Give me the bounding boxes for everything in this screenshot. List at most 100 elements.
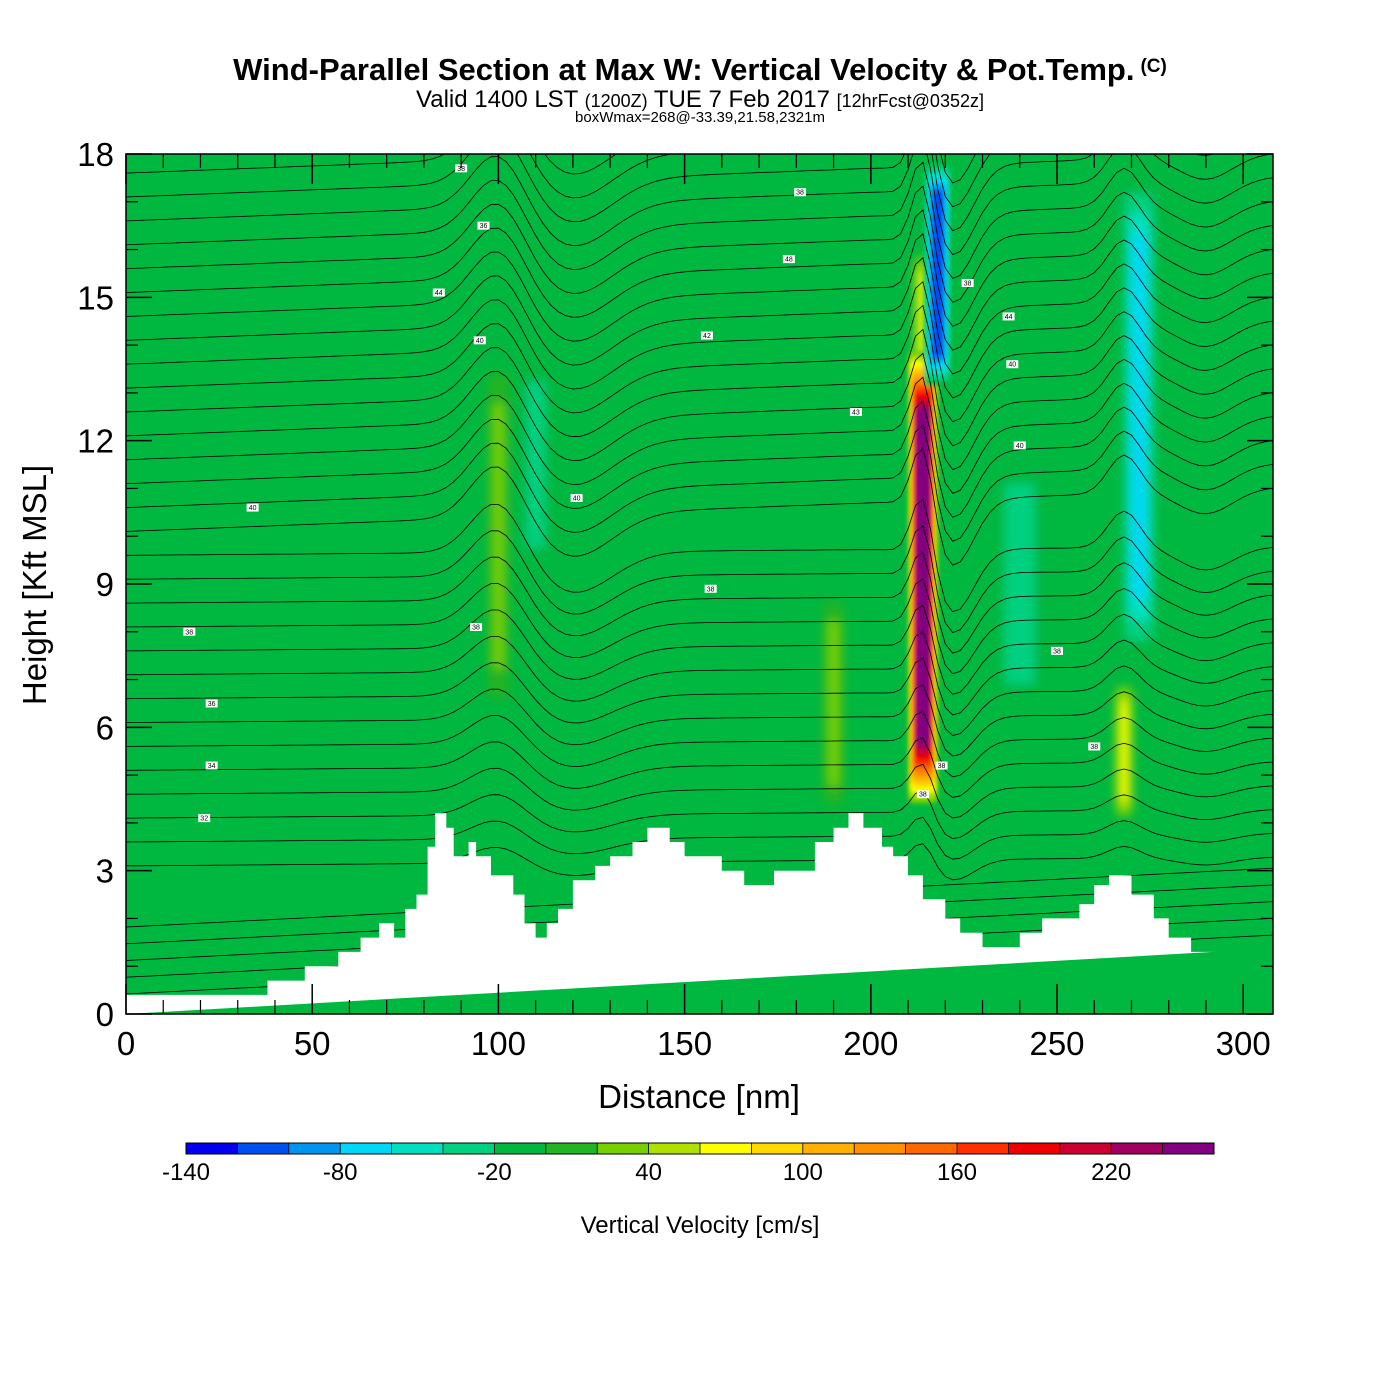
y-tick-label: 12 xyxy=(77,423,114,460)
isentrope-line xyxy=(126,257,1273,375)
isentrope-line xyxy=(126,376,1273,494)
isentrope-line xyxy=(126,400,1273,518)
isentrope-line xyxy=(126,631,1273,716)
valid-date: TUE 7 Feb 2017 xyxy=(653,86,830,113)
isentrope-label-bg xyxy=(205,699,218,708)
isentrope-label-bg xyxy=(782,255,795,264)
isentrope-label: 38 xyxy=(964,281,972,288)
colorbar-segment xyxy=(186,1143,238,1154)
isentrope-line xyxy=(126,657,1273,736)
isentrope-label: 44 xyxy=(1005,314,1013,321)
x-tick-label: 200 xyxy=(843,1025,898,1062)
isentrope-label-bg xyxy=(473,336,486,345)
isentrope-label-bg xyxy=(1006,360,1019,369)
isentrope-label-bg xyxy=(1002,312,1015,321)
x-tick-label: 0 xyxy=(117,1025,135,1062)
colorbar-segment xyxy=(854,1143,907,1154)
isentrope-label: 40 xyxy=(1016,443,1024,450)
valid-time-utc: (1200Z) xyxy=(584,91,648,111)
isentrope-label: 40 xyxy=(1008,362,1016,369)
potential-temperature-contours: 38 36 38 44 48 40 42 43 38 44 40 40 40 40 38 38 38 38 36 38… xyxy=(126,154,1273,995)
copyright-mark: (C) xyxy=(1140,56,1167,77)
x-tick-label: 300 xyxy=(1216,1025,1271,1062)
isentrope-line xyxy=(126,352,1273,471)
isentrope-label: 48 xyxy=(785,257,793,264)
chart-subtitle: Valid 1400 LST (1200Z) TUE 7 Feb 2017 [1… xyxy=(0,86,1400,114)
isentrope-line xyxy=(126,209,1273,327)
y-tick-label: 6 xyxy=(96,709,114,746)
isentrope-label: 34 xyxy=(208,763,216,770)
chart-title-text: Wind-Parallel Section at Max W: Vertical… xyxy=(233,52,1135,87)
isentrope-label: 43 xyxy=(852,410,860,417)
isentrope-line xyxy=(126,154,1273,256)
y-axis-title: Height [Kft MSL] xyxy=(16,465,53,705)
isentrope-label-bg xyxy=(794,188,807,197)
x-tick-label: 250 xyxy=(1029,1025,1084,1062)
isentrope-line xyxy=(126,578,1273,675)
colorbar-segment xyxy=(545,1143,598,1154)
y-tick-label: 15 xyxy=(77,279,114,316)
isentrope-line xyxy=(126,551,1273,654)
colorbar-segment xyxy=(494,1143,547,1154)
isentrope-line xyxy=(126,816,1273,860)
isentrope-label: 38 xyxy=(1090,744,1098,751)
isentrope-line xyxy=(126,161,1273,279)
isentrope-line xyxy=(126,737,1273,798)
colorbar-segment xyxy=(700,1143,752,1154)
isentrope-label-bg xyxy=(470,623,483,631)
isentrope-label: 44 xyxy=(435,290,443,297)
y-tick-label: 3 xyxy=(96,853,114,890)
isentrope-label-bg xyxy=(432,288,445,297)
isentrope-label: 40 xyxy=(476,338,484,345)
isentrope-label: 38 xyxy=(1053,648,1061,655)
isentrope-line xyxy=(126,763,1273,819)
isentrope-label-bg xyxy=(700,331,713,340)
updraft-lee-band xyxy=(1120,701,1128,802)
x-axis: 0 50 100 150 200 250 300 xyxy=(117,154,1271,1062)
colorbar-label: -80 xyxy=(323,1159,358,1186)
colorbar-segment xyxy=(957,1143,1009,1154)
isentrope-label-bg xyxy=(455,164,468,173)
isentrope-label: 40 xyxy=(573,496,581,503)
y-tick-label: 9 xyxy=(96,566,114,603)
isentrope-label-bg xyxy=(246,503,259,512)
isentrope-label-bg xyxy=(1013,441,1026,450)
isentrope-label: 38 xyxy=(472,625,480,632)
isentrope-line xyxy=(126,604,1273,695)
isentrope-label: 36 xyxy=(208,701,216,708)
isentrope-label: 42 xyxy=(703,333,711,340)
valid-time-prefix: Valid 1400 LST xyxy=(416,86,578,113)
isentrope-line xyxy=(126,684,1273,757)
isentrope-line xyxy=(126,424,1273,542)
colorbar-segment xyxy=(1111,1143,1164,1154)
colorbar-label: 160 xyxy=(937,1159,977,1186)
colorbar-segment xyxy=(391,1143,444,1154)
colorbar-segment xyxy=(905,1143,958,1154)
weak-up-2-band xyxy=(827,619,840,788)
colorbar-segment xyxy=(340,1143,393,1154)
isentrope-label-bg xyxy=(477,221,490,230)
isentrope-label-bg xyxy=(961,279,974,287)
forecast-info: [12hrFcst@0352z] xyxy=(836,91,984,111)
isentrope-line xyxy=(126,280,1273,399)
isentrope-label-bg xyxy=(205,761,218,770)
colorbar-segment xyxy=(597,1143,650,1154)
isentrope-line xyxy=(126,790,1273,840)
isentrope-label-bg xyxy=(570,494,583,502)
isentrope-label-bg xyxy=(183,627,196,636)
isentrope-line xyxy=(126,498,1273,613)
isentrope-label-bg xyxy=(935,761,948,770)
isentrope-line xyxy=(126,233,1273,351)
colorbar-label: -140 xyxy=(162,1159,210,1186)
chart-title: Wind-Parallel Section at Max W: Vertical… xyxy=(0,52,1400,88)
isentrope-label-bg xyxy=(916,790,929,799)
colorbar-segment xyxy=(751,1143,804,1154)
terrain xyxy=(126,813,1214,1014)
colorbar-segment xyxy=(1008,1143,1061,1154)
x-tick-label: 50 xyxy=(294,1025,331,1062)
updraft-core-band xyxy=(917,414,929,740)
y-tick-label: 18 xyxy=(77,136,114,173)
box-max-info: boxWmax=268@-33.39,21.58,2321m xyxy=(575,109,825,126)
isentrope-label: 38 xyxy=(707,586,715,593)
